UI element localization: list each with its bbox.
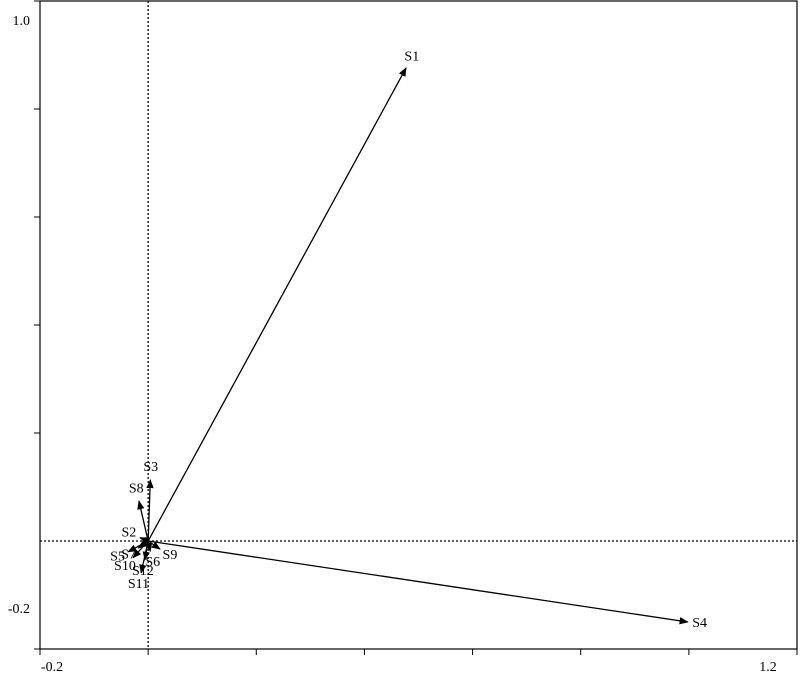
arrow [137, 500, 149, 542]
x-tick-label: 1.2 [759, 660, 777, 675]
arrow-label: S5 [110, 550, 125, 565]
arrow-label: S3 [143, 460, 158, 475]
arrow-label: S7 [121, 547, 136, 562]
arrow-label: S10 [114, 559, 136, 574]
arrow [147, 540, 161, 550]
y-tick-label: 1.0 [13, 14, 31, 29]
arrow [132, 540, 149, 559]
arrow-label: S9 [163, 548, 178, 563]
arrow-label: S2 [121, 526, 136, 541]
arrow-label: S12 [132, 564, 154, 579]
arrow [147, 67, 407, 542]
arrow [146, 479, 154, 542]
y-tick-label: -0.2 [8, 602, 30, 617]
arrow-label: S1 [404, 50, 419, 65]
arrow-label: S4 [692, 616, 707, 631]
x-tick-label: -0.2 [41, 660, 63, 675]
arrow [148, 540, 689, 625]
arrow-label: S8 [129, 482, 144, 497]
arrow-label: S11 [128, 577, 149, 592]
arrow [142, 540, 150, 561]
plot-frame [39, 0, 798, 650]
